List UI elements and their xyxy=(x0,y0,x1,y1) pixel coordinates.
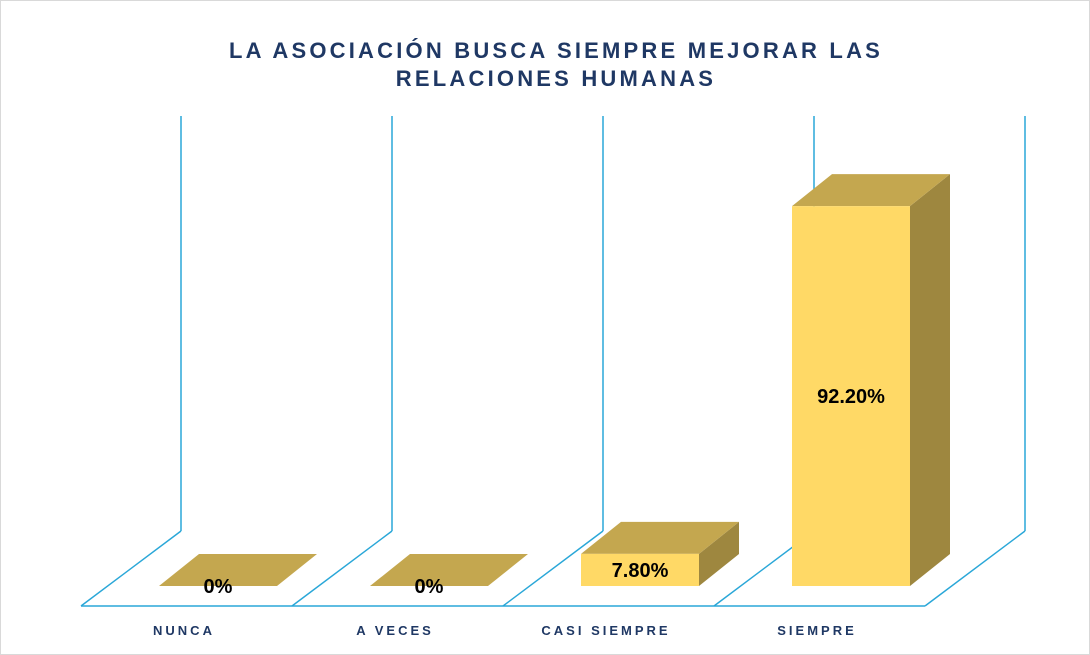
value-label: 0% xyxy=(204,576,233,598)
x-tick-label: SIEMPRE xyxy=(777,623,857,638)
bar-side xyxy=(910,174,950,587)
bar-top xyxy=(370,554,528,586)
value-label: 0% xyxy=(415,576,444,598)
bar-top xyxy=(159,554,317,586)
x-tick-label: NUNCA xyxy=(153,623,215,638)
floor-line xyxy=(502,530,604,607)
value-label: 92.20% xyxy=(817,386,885,408)
x-tick-label: A VECES xyxy=(356,623,434,638)
x-tick-label: CASI SIEMPRE xyxy=(541,623,670,638)
value-label: 7.80% xyxy=(612,560,669,582)
bar-side xyxy=(699,521,739,586)
bar-top xyxy=(792,174,950,207)
floor-line xyxy=(291,530,393,607)
floor-line xyxy=(80,530,182,607)
chart-title: LA ASOCIACIÓN BUSCA SIEMPRE MEJORAR LAS … xyxy=(228,38,884,91)
bar xyxy=(581,553,699,586)
floor-line xyxy=(924,530,1026,607)
bar xyxy=(792,206,910,587)
bar-top xyxy=(581,521,739,554)
